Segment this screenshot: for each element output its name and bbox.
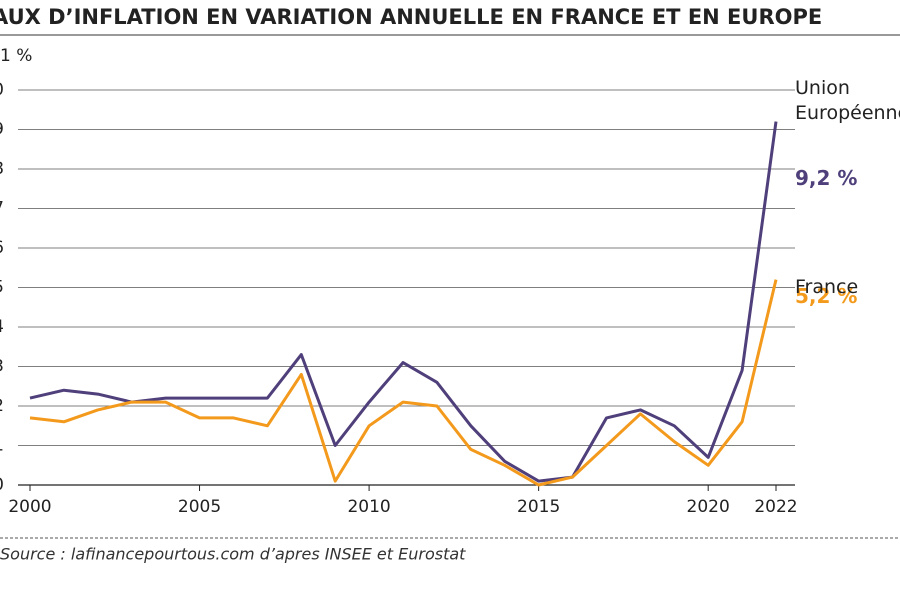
line [29, 279, 778, 487]
y-tick-label: 8 [0, 159, 4, 179]
value-label: 5,2 % [795, 284, 857, 308]
line [29, 121, 778, 483]
y-tick-label: 1 [0, 436, 4, 456]
x-tick-label: 2015 [517, 497, 560, 517]
x-tick-label: 2005 [178, 497, 221, 517]
chart-title: AUX D’INFLATION EN VARIATION ANNUELLE EN… [0, 5, 822, 29]
y-axis-label: 1 % [0, 46, 32, 66]
y-tick-label: 5 [0, 278, 4, 298]
x-tick-label: 2010 [347, 497, 390, 517]
y-tick-label: 7 [0, 199, 4, 219]
y-tick-label: 0 [0, 475, 4, 495]
series-label: Union Européenne [795, 76, 900, 124]
x-tick-label: 2022 [754, 497, 797, 517]
y-tick-label: 2 [0, 396, 4, 416]
x-tick-label: 2020 [687, 497, 730, 517]
y-tick-label: 6 [0, 238, 4, 258]
source: Source : lafinancepourtous.com d’apres I… [0, 545, 466, 564]
y-tick-label: 10 [0, 80, 4, 100]
series-label: France [795, 275, 859, 298]
x-tick-label: 2000 [8, 497, 51, 517]
y-tick-label: 4 [0, 317, 4, 337]
y-tick-label: 9 [0, 120, 4, 140]
value-label: 9,2 % [795, 166, 857, 190]
y-tick-label: 3 [0, 357, 4, 377]
